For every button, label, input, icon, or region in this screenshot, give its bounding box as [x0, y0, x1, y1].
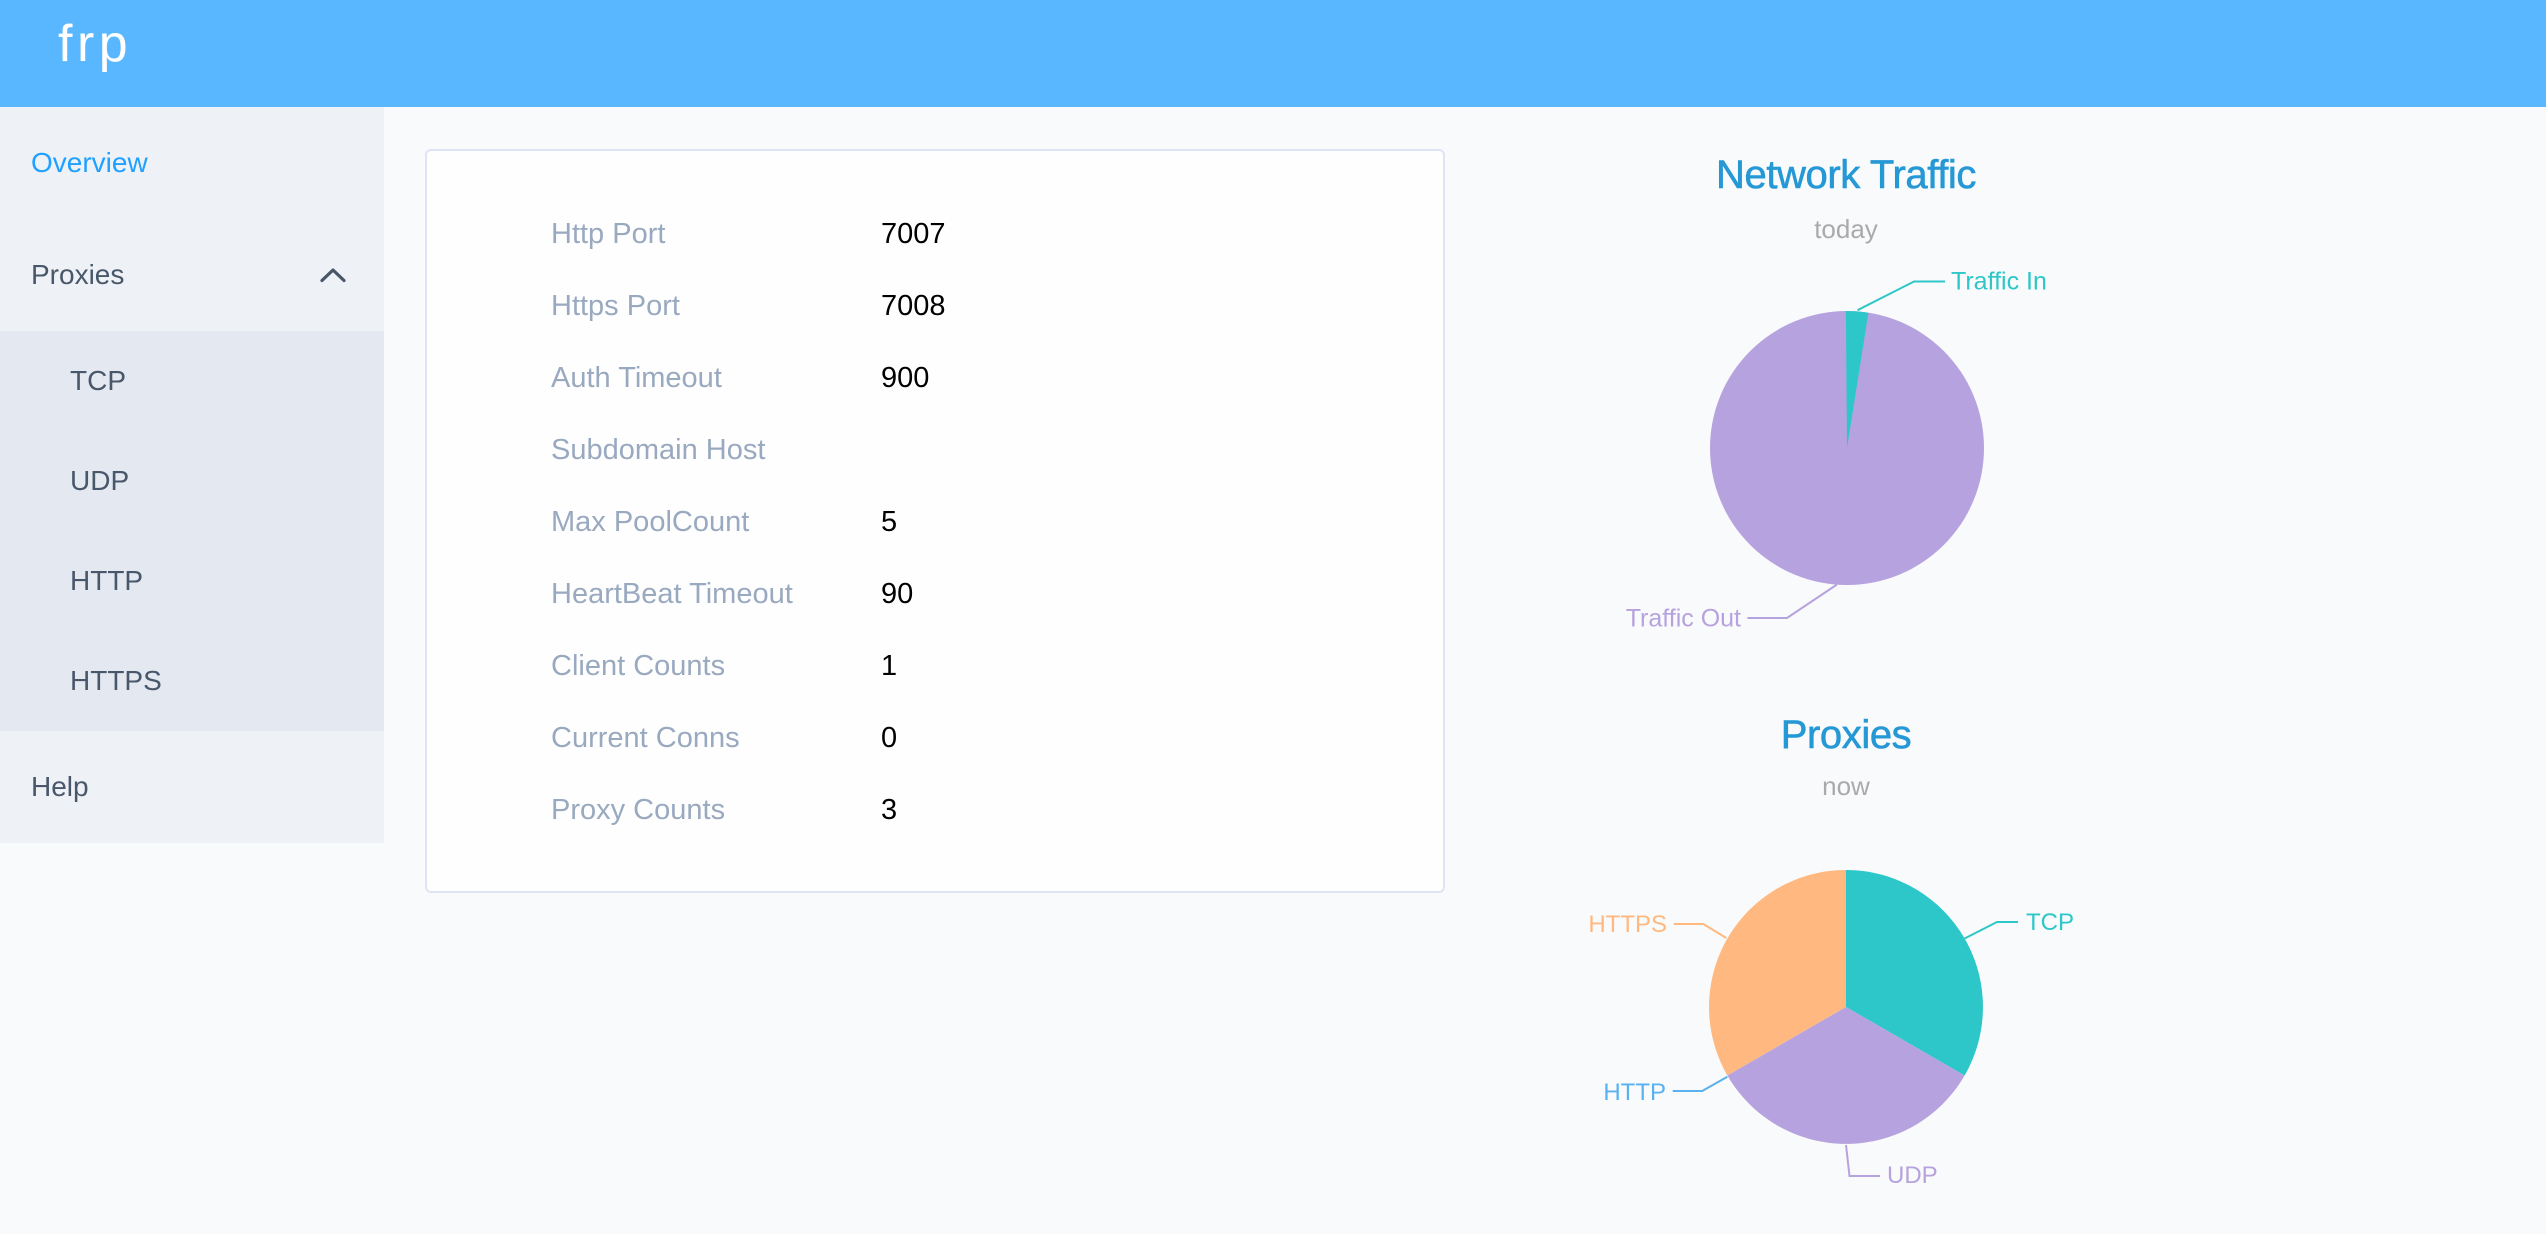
svg-text:HTTP: HTTP — [1603, 1079, 1666, 1106]
svg-text:HTTPS: HTTPS — [1588, 911, 1667, 938]
svg-text:today: today — [1814, 214, 1878, 244]
svg-text:now: now — [1822, 771, 1870, 801]
svg-text:Proxies: Proxies — [1781, 713, 1912, 757]
svg-text:Traffic Out: Traffic Out — [1626, 605, 1741, 633]
svg-text:TCP: TCP — [2026, 909, 2074, 936]
svg-text:Traffic In: Traffic In — [1951, 268, 2047, 296]
svg-text:UDP: UDP — [1887, 1162, 1938, 1189]
svg-text:Network Traffic: Network Traffic — [1716, 153, 1976, 197]
